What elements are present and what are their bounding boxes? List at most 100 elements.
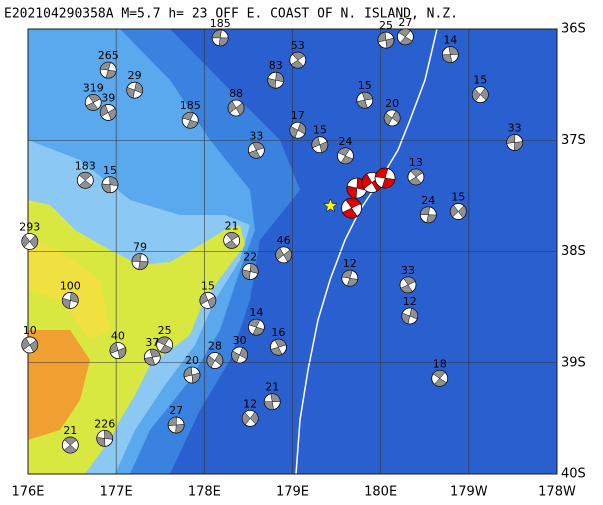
y-tick-label: 38S [561,244,586,259]
focal-mechanism [99,104,117,121]
depth-label: 13 [409,156,423,169]
beachball-quadrant [104,430,113,440]
focal-mechanism [156,336,174,354]
beachball-quadrant [385,37,395,49]
depth-label: 27 [398,16,412,29]
beachball-quadrant [263,401,274,410]
beachball-quadrant [420,206,431,216]
highland [28,330,90,440]
beachball-quadrant [231,350,240,363]
beachball-quadrant [426,214,437,224]
beachball-quadrant [275,71,284,83]
focal-mechanism [374,167,396,189]
beachball-quadrant [70,292,79,303]
focal-mechanism [206,352,224,369]
x-tick-label: 180E [364,485,397,500]
beachball-quadrant [211,29,222,39]
beachball-quadrant [337,147,351,157]
focal-mechanism [356,91,374,109]
beachball-quadrant [159,344,173,354]
beachball-quadrant [235,102,245,116]
trench-line [295,28,438,475]
depth-label: 17 [291,109,305,122]
depth-label: 14 [443,34,457,47]
land-mid [28,240,110,340]
title: E202104290358A M=5.7 h= 23 OFF E. COAST … [4,7,458,22]
beachball-quadrant [214,353,224,366]
beachball-quadrant [175,423,185,434]
depth-label: 15 [358,79,372,92]
focal-mechanism [99,61,117,79]
beachball-quadrant [29,339,38,353]
focal-mechanism [449,203,467,220]
focal-mechanism [419,206,437,224]
beachball-quadrant [374,167,389,179]
focal-mechanism [109,342,127,359]
focal-mechanism [396,28,414,46]
beachball-quadrant [291,51,305,61]
beachball-quadrant [319,141,329,153]
focal-mechanism [101,176,119,194]
beachball-quadrant [252,326,265,336]
beachball-quadrant [361,173,373,190]
beachball-quadrant [377,31,387,43]
focal-mechanism [336,147,354,165]
depth-label: 21 [225,219,239,232]
focal-mechanism [441,46,459,63]
focal-mechanism [131,253,149,270]
focal-mechanism [377,31,395,49]
depth-label: 183 [75,159,96,172]
beachball-quadrant [381,177,396,189]
depth-label: 29 [128,69,142,82]
beachball-quadrant [356,99,368,109]
depth-label: 319 [83,81,104,94]
depth-label: 20 [185,354,199,367]
beachball-quadrant [283,249,292,263]
beachball-quadrant [249,411,259,425]
focal-mechanism [84,94,102,111]
focal-mechanism [181,111,199,129]
beachball-quadrant [345,197,361,209]
beachball-quadrant [88,94,101,103]
depth-label: 39 [101,91,115,104]
beachball-quadrant [289,126,299,139]
focal-mechanism [199,292,217,309]
beachball-quadrant [109,342,119,354]
beachball-quadrant [434,377,447,387]
beachball-quadrant [96,437,106,447]
beachball-quadrant [241,412,251,426]
focal-mechanism [241,409,259,427]
depth-label: 10 [23,324,37,337]
depth-label: 28 [208,340,222,353]
beachball-quadrant [479,87,489,101]
beachball-quadrant [105,69,117,79]
x-tick-label: 178W [538,485,576,500]
depth-label: 14 [249,306,263,319]
beachball-quadrant [311,136,321,149]
depth-label: 15 [473,74,487,87]
beachball-quadrant [157,336,170,346]
beachball-quadrant [227,100,237,114]
beachball-quadrant [134,82,143,94]
focal-mechanism [275,246,293,264]
depth-label: 100 [60,279,81,292]
beachball-quadrant [383,112,393,126]
beachball-quadrant [117,347,127,359]
beachball-quadrant [224,240,238,249]
beachball-quadrant [199,292,209,305]
depth-label: 20 [385,97,399,110]
beachball-quadrant [186,119,199,129]
beachball-quadrant [340,155,354,165]
beachball-quadrant [450,204,459,218]
depth-label: 293 [19,220,40,233]
depth-label: 27 [169,404,183,417]
focal-mechanism [471,86,489,104]
beachball-quadrant [506,134,516,144]
x-tick-label: 179E [276,485,309,500]
focal-mechanism [289,51,307,69]
focal-mechanism [289,121,307,139]
focal-mechanism [263,393,281,411]
focal-mechanism [506,134,524,151]
depth-label: 185 [210,17,231,30]
x-tick-label: 179W [450,485,488,500]
